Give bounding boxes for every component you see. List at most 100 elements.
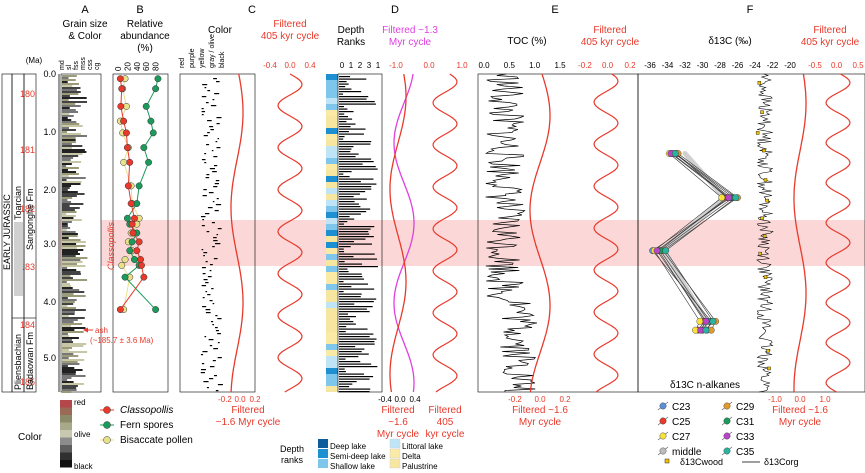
- f-bottom-label-2: Myr cycle: [779, 417, 822, 428]
- grain-bar: [62, 203, 84, 205]
- depth-cell: [326, 146, 338, 152]
- color-bar: [208, 192, 214, 194]
- color-swatch: [60, 452, 72, 460]
- color-swatch: [60, 430, 72, 438]
- grain-bar: [62, 171, 77, 173]
- alkane-legend-label: C23: [672, 402, 691, 413]
- header-c-filt-1: Filtered: [273, 19, 306, 30]
- grain-bar: [62, 351, 88, 353]
- d13c-tick: -32: [679, 61, 691, 70]
- pollen-point: [118, 85, 126, 93]
- color-bar: [215, 141, 218, 143]
- depth-bar: [339, 363, 372, 365]
- depth-bar: [339, 156, 356, 158]
- panel-letter-b: B: [136, 4, 143, 16]
- d405-label-3: kyr cycle: [426, 429, 465, 440]
- depth-bar: [339, 183, 377, 185]
- grain-bar: [62, 347, 73, 349]
- alkane-point: [709, 317, 717, 325]
- color-bar: [213, 258, 218, 260]
- color-bar: [217, 318, 222, 320]
- color-bar: [202, 306, 207, 308]
- panel-b: 0 20 40 60 80 Classopollis: [106, 62, 169, 393]
- grain-bar: [62, 377, 72, 379]
- grain-bar: [62, 275, 71, 277]
- color-bar: [209, 270, 212, 272]
- f-f405-tick-labels: -0.5 0.0 0.5: [808, 61, 864, 70]
- depth-cell: [326, 188, 338, 194]
- grain-bar: [62, 243, 77, 245]
- age-tick: 3.0: [43, 239, 56, 249]
- pollen-point: [154, 75, 162, 83]
- grain-bar: [62, 79, 76, 81]
- rel-tick: 80: [152, 62, 161, 71]
- grain-bar: [62, 343, 87, 345]
- e-bottom-tick: 0.2: [559, 395, 571, 404]
- grain-tick: fss: [73, 61, 80, 70]
- depth-cell: [326, 134, 338, 140]
- color-bar: [209, 345, 213, 347]
- alkane-point: [702, 326, 710, 334]
- color-bar: [215, 390, 219, 392]
- depth-bar: [339, 301, 374, 303]
- alkane-point: [653, 247, 661, 255]
- depth-bar: [339, 221, 348, 223]
- pollen-point: [117, 102, 125, 110]
- depth-bar: [339, 231, 369, 233]
- color-swatch: [60, 400, 72, 408]
- depth-bar: [339, 158, 372, 160]
- pollen-point: [152, 306, 160, 314]
- color-bar: [206, 387, 209, 389]
- grain-column: md sl fss mss css cg: [59, 57, 102, 393]
- depth-cell: [326, 224, 338, 230]
- depth-cell: [326, 122, 338, 128]
- color-bar: [212, 303, 215, 305]
- grain-bar: [62, 315, 69, 317]
- strat-jurassic: EARLY JURASSIC: [2, 194, 12, 270]
- strat-badaowan: Badaowan Fm: [25, 332, 35, 390]
- grain-bar: [62, 325, 72, 327]
- grain-bar: [62, 353, 74, 355]
- c-bottom-tick: -0.2: [218, 395, 232, 404]
- color-bar: [216, 123, 220, 125]
- legend-org: δ13Corg: [764, 457, 799, 467]
- depth-bar: [339, 211, 367, 213]
- depth-bar: [339, 108, 348, 110]
- ma-tick: 184: [20, 320, 35, 330]
- color-bar: [216, 147, 221, 149]
- depth-bar: [339, 273, 362, 275]
- pollen-point: [152, 85, 160, 93]
- grain-tick: md: [59, 60, 66, 70]
- depth-bar: [339, 91, 362, 93]
- d-filtered-1.3-curve: [393, 73, 415, 393]
- grain-bar: [62, 201, 72, 203]
- pollen-point: [116, 306, 124, 314]
- color-bar: [210, 105, 217, 107]
- depth-tick: 2: [358, 61, 363, 70]
- depth-bar: [339, 316, 356, 318]
- color-bar: [201, 114, 204, 116]
- depth-bar: [339, 176, 350, 178]
- grain-bar: [62, 113, 70, 115]
- grain-bar: [62, 317, 85, 319]
- depth-bar: [339, 388, 371, 390]
- depth-bar: [339, 101, 375, 103]
- grain-bar: [62, 265, 86, 267]
- depth-bar: [339, 376, 374, 378]
- depth-bar: [339, 166, 376, 168]
- grain-bar: [62, 269, 77, 271]
- grain-bar: [62, 221, 72, 223]
- wood-marker: [762, 148, 766, 153]
- depth-cell: [326, 152, 338, 158]
- color-bar: [208, 339, 214, 341]
- depth-bar: [339, 351, 362, 353]
- color-bar: [207, 294, 211, 296]
- color-bar: [216, 234, 219, 236]
- depth-cell: [326, 308, 338, 314]
- d16-label-1: Filtered: [381, 405, 414, 416]
- grain-bar: [62, 125, 83, 127]
- depth-cell: [326, 260, 338, 266]
- legend-alkane-title: δ13C n-alkanes: [670, 380, 740, 391]
- depth-bar: [339, 143, 371, 145]
- age-tick: 1.0: [43, 127, 56, 137]
